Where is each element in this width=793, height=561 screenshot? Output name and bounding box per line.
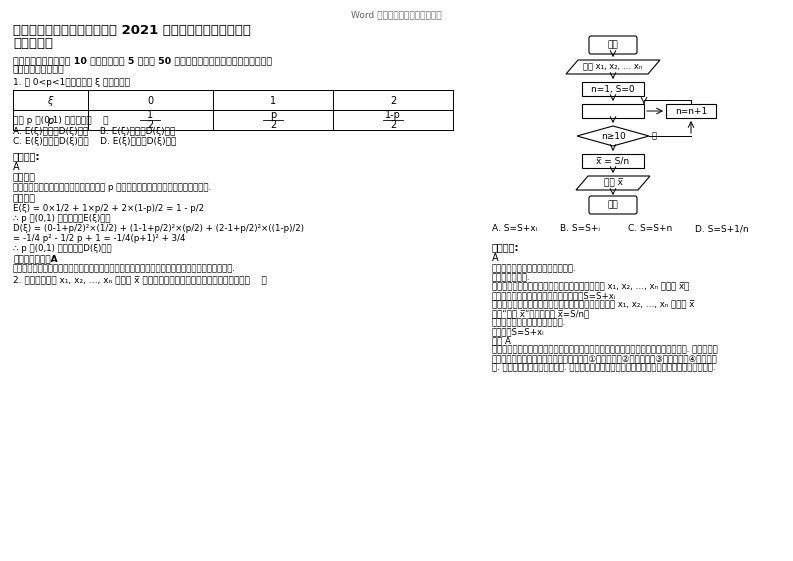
- Text: 一、选择题：本大题共 10 小题，每小题 5 分，共 50 分，在每小题给出的四个选项中，只有: 一、选择题：本大题共 10 小题，每小题 5 分，共 50 分，在每小题给出的四…: [13, 56, 272, 65]
- Text: 0: 0: [147, 96, 153, 106]
- Text: 故选 A: 故选 A: [492, 336, 511, 345]
- Text: n=n+1: n=n+1: [675, 107, 707, 116]
- Text: 2: 2: [390, 96, 396, 106]
- Text: 【详解】: 【详解】: [13, 194, 36, 203]
- Text: A. S=S+xᵢ: A. S=S+xᵢ: [492, 224, 537, 233]
- Text: 【分析】由题目要求可知：该程序的作用是求样本 x₁, x₂, …, xₙ 平均数 x̅，: 【分析】由题目要求可知：该程序的作用是求样本 x₁, x₂, …, xₙ 平均数…: [492, 282, 689, 291]
- Text: ∴ p 在(0,1) 内增大时，D(ξ)减小: ∴ p 在(0,1) 内增大时，D(ξ)减小: [13, 244, 112, 253]
- Text: 出. 其中前两点考试的频率更大. 此种题型的易忽略点是：不能准确理解程序图的含义而导致错误.: 出. 其中前两点考试的频率更大. 此种题型的易忽略点是：不能准确理解程序图的含义…: [492, 363, 715, 372]
- Text: 【点评】算法是新课程中的新增加的内容，也必然是新高考中的一个热点，应高度重视. 程序填空也: 【点评】算法是新课程中的新增加的内容，也必然是新高考中的一个热点，应高度重视. …: [492, 345, 718, 354]
- Text: D(ξ) = (0-1+p/2)²×(1/2) + (1-1+p/2)²×(p/2) + (2-1+p/2)²×((1-p)/2): D(ξ) = (0-1+p/2)²×(1/2) + (1-1+p/2)²×(p/…: [13, 224, 304, 233]
- Text: ξ: ξ: [48, 96, 53, 106]
- Text: 开始: 开始: [607, 40, 619, 49]
- Text: 本题正确选项：A: 本题正确选项：A: [13, 254, 58, 263]
- Text: 1-p: 1-p: [385, 110, 401, 120]
- Text: 【分析】: 【分析】: [13, 173, 36, 182]
- Text: = -1/4 p² - 1/2 p + 1 = -1/4(p+1)² + 3/4: = -1/4 p² - 1/2 p + 1 = -1/4(p+1)² + 3/4: [13, 234, 186, 243]
- Text: 2: 2: [147, 120, 153, 130]
- Text: 【点睛】本题考查高数型随机变量的数学期望和方差的计算，考查对于公式的掌握程度和计算能力.: 【点睛】本题考查高数型随机变量的数学期望和方差的计算，考查对于公式的掌握程度和计…: [13, 264, 236, 273]
- Text: A. E(ξ)减小，D(ξ)减小    B. E(ξ)减小，D(ξ)增大: A. E(ξ)减小，D(ξ)减小 B. E(ξ)减小，D(ξ)增大: [13, 127, 175, 136]
- Text: 故循环体的功能是累加各样本值.: 故循环体的功能是累加各样本值.: [492, 318, 566, 327]
- Text: 四川省巴中市市通江鐵佛中学 2021 年高二数学文上学期期末: 四川省巴中市市通江鐵佛中学 2021 年高二数学文上学期期末: [13, 24, 251, 37]
- Text: C. S=S+n: C. S=S+n: [628, 224, 672, 233]
- Text: 参考答案:: 参考答案:: [492, 242, 519, 252]
- Text: 2. 如图是求样本 x₁, x₂, …, xₙ 平均数 x̅ 的程序框图，图中空白框中应填入的内容为（    ）: 2. 如图是求样本 x₁, x₂, …, xₙ 平均数 x̅ 的程序框图，图中空…: [13, 275, 266, 284]
- FancyBboxPatch shape: [589, 36, 637, 54]
- Text: A: A: [13, 162, 20, 172]
- Text: D. S=S+1/n: D. S=S+1/n: [695, 224, 749, 233]
- Text: x̅ = S/n: x̅ = S/n: [596, 157, 630, 165]
- Text: B. S=S+ᵢ: B. S=S+ᵢ: [560, 224, 600, 233]
- Text: n=1, S=0: n=1, S=0: [592, 85, 635, 94]
- Text: 故应为：S=S+xᵢ: 故应为：S=S+xᵢ: [492, 327, 545, 336]
- Text: n≥10: n≥10: [600, 131, 626, 140]
- Polygon shape: [577, 126, 649, 146]
- Text: E(ξ) = 0×1/2 + 1×p/2 + 2×(1-p)/2 = 1 - p/2: E(ξ) = 0×1/2 + 1×p/2 + 2×(1-p)/2 = 1 - p…: [13, 204, 204, 213]
- Bar: [582, 104, 644, 118]
- Text: 试题含解析: 试题含解析: [13, 37, 53, 50]
- Bar: [582, 82, 644, 96]
- Text: 输入 x₁, x₂, … xₙ: 输入 x₁, x₂, … xₙ: [584, 62, 642, 71]
- Text: 参考答案:: 参考答案:: [13, 151, 40, 161]
- Text: p: p: [47, 116, 53, 126]
- Text: 由于“输出 x̅”的前一步是 x̅=S/n，: 由于“输出 x̅”的前一步是 x̅=S/n，: [492, 309, 589, 318]
- Text: 1. 设 0<p<1，随机变量 ξ 的分布列是: 1. 设 0<p<1，随机变量 ξ 的分布列是: [13, 78, 130, 87]
- Text: 是重要的考试题型，这种题考试的重点有：①分支的条件②循环的条件③变量的赋值④变量的输: 是重要的考试题型，这种题考试的重点有：①分支的条件②循环的条件③变量的赋值④变量…: [492, 354, 718, 363]
- Text: 否: 否: [652, 131, 657, 140]
- Text: 【解答】根：由题目要求可知：该程序的作用是求样本 x₁, x₂, …, xₙ 平均数 x̅: 【解答】根：由题目要求可知：该程序的作用是求样本 x₁, x₂, …, xₙ 平…: [492, 300, 695, 309]
- Text: C. E(ξ)增大，D(ξ)减小    D. E(ξ)增大，D(ξ)增大: C. E(ξ)增大，D(ξ)减小 D. E(ξ)增大，D(ξ)增大: [13, 137, 176, 146]
- Text: 输出 x̅: 输出 x̅: [603, 178, 623, 187]
- Text: p: p: [270, 110, 276, 120]
- Bar: [582, 154, 644, 168]
- Text: 2: 2: [270, 120, 276, 130]
- Text: 则当 p 在(0,1) 内增大时（    ）: 则当 p 在(0,1) 内增大时（ ）: [13, 116, 109, 125]
- Bar: [666, 104, 716, 118]
- Text: 结束: 结束: [607, 200, 619, 209]
- Text: 【考点】设计程序框图解决实际问题.: 【考点】设计程序框图解决实际问题.: [492, 264, 577, 273]
- Text: Word 文档下载后（可任意编辑）: Word 文档下载后（可任意编辑）: [351, 10, 442, 19]
- Text: 一个符合题目要求的: 一个符合题目要求的: [13, 65, 65, 74]
- Text: 1: 1: [270, 96, 276, 106]
- Polygon shape: [576, 176, 650, 190]
- Text: ∴ p 在(0,1) 内增大时，E(ξ)减小: ∴ p 在(0,1) 内增大时，E(ξ)减小: [13, 214, 110, 223]
- Text: 根据数学期望和方差的计算公式求得关于 p 的函数关系式，根据函数单调性求得结果.: 根据数学期望和方差的计算公式求得关于 p 的函数关系式，根据函数单调性求得结果.: [13, 183, 211, 192]
- FancyBboxPatch shape: [589, 196, 637, 214]
- Text: 1: 1: [147, 110, 153, 120]
- Text: A: A: [492, 253, 499, 263]
- Polygon shape: [566, 60, 660, 74]
- Text: 【专题】操作型.: 【专题】操作型.: [492, 273, 531, 282]
- Text: 2: 2: [390, 120, 396, 130]
- Text: 循环体的功能是累加各样本值，故应为：S=S+xᵢ: 循环体的功能是累加各样本值，故应为：S=S+xᵢ: [492, 291, 616, 300]
